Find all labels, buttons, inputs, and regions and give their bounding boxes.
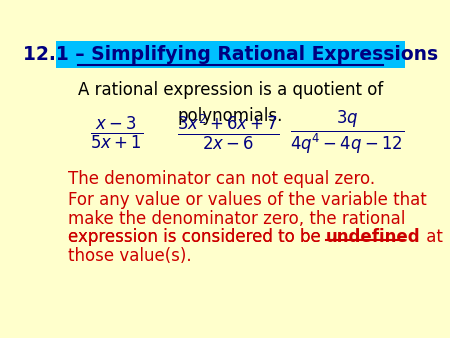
FancyBboxPatch shape — [56, 41, 405, 68]
Text: expression is considered to be: expression is considered to be — [68, 228, 326, 246]
Text: those value(s).: those value(s). — [68, 247, 192, 265]
Text: For any value or values of the variable that: For any value or values of the variable … — [68, 192, 427, 210]
Text: expression is considered to be: expression is considered to be — [68, 228, 326, 246]
Text: undefined: undefined — [326, 228, 420, 246]
Text: 12.1 – Simplifying Rational Expressions: 12.1 – Simplifying Rational Expressions — [23, 45, 438, 64]
Text: A rational expression is a quotient of
polynomials.: A rational expression is a quotient of p… — [78, 80, 383, 125]
Text: make the denominator zero, the rational: make the denominator zero, the rational — [68, 210, 405, 228]
Text: $\frac{3q}{4q^4-4q-12}$: $\frac{3q}{4q^4-4q-12}$ — [290, 109, 404, 157]
Text: $\frac{x-3}{5x+1}$: $\frac{x-3}{5x+1}$ — [90, 114, 143, 152]
Text: $\frac{3x^2+6x+7}{2x-6}$: $\frac{3x^2+6x+7}{2x-6}$ — [177, 113, 279, 153]
Text: The denominator can not equal zero.: The denominator can not equal zero. — [68, 170, 375, 188]
Text: at: at — [420, 228, 442, 246]
